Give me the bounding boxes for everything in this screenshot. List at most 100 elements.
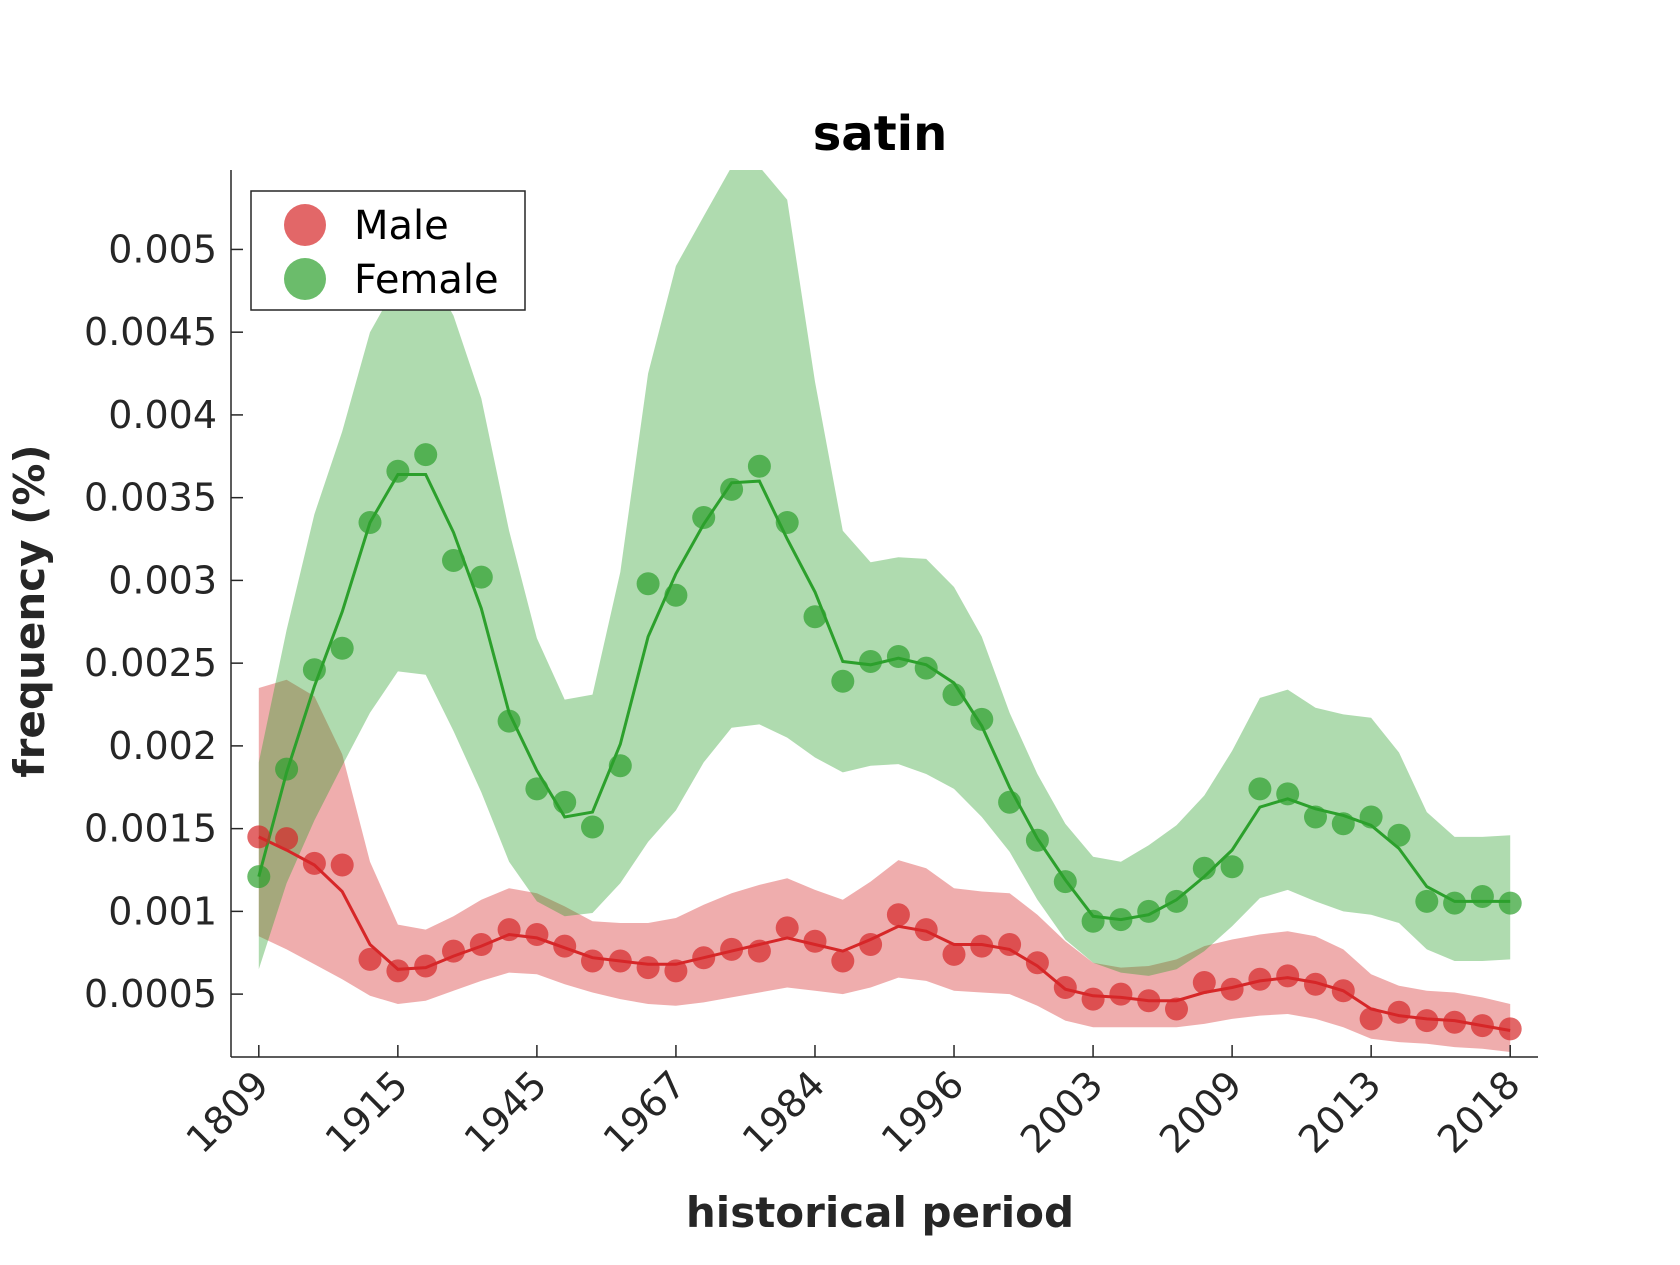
female-data-point [1192,856,1216,880]
female-data-point [803,605,827,629]
x-tick-label: 2018 [1429,1062,1529,1162]
male-data-point [1443,1010,1467,1034]
male-data-point [1165,997,1188,1021]
male-data-point [358,947,382,971]
male-data-point [1276,964,1300,988]
male-data-point [803,929,827,953]
y-tick-label: 0.004 [108,393,217,437]
male-data-point [1304,972,1327,996]
female-data-point [1331,812,1355,836]
female-data-point [1081,909,1105,933]
female-data-point [442,549,465,572]
female-data-point [1498,891,1522,915]
y-tick-label: 0.005 [108,227,217,271]
female-data-point [692,506,716,529]
male-data-point [636,956,660,980]
male-data-point [1025,951,1049,975]
x-tick-label: 1945 [456,1062,556,1162]
male-data-point [581,949,604,973]
male-data-point [942,942,966,966]
female-data-point [1470,885,1494,908]
female-data-point [1276,782,1300,806]
female-data-point [859,650,883,673]
x-tick-label: 1996 [873,1062,973,1162]
male-data-point [608,949,632,973]
female-data-point [525,777,549,801]
y-axis-label: frequency (%) [5,444,54,777]
female-data-point [831,669,855,693]
female-data-point [1109,908,1133,932]
y-tick-label: 0.001 [108,889,217,933]
female-data-point [386,459,410,483]
male-data-point [275,827,299,851]
x-tick-label: 1809 [178,1062,278,1162]
y-ticks: 0.0005 0.001 0.0015 0.002 0.0025 0.003 0.0035 0… [84,227,243,1016]
female-data-point [275,757,299,781]
female-data-point [1248,777,1272,801]
female-data-point [914,656,938,680]
male-data-point [1470,1014,1494,1038]
male-data-point [1053,976,1077,999]
x-axis-label: historical period [686,1188,1074,1237]
male-data-point [1192,971,1216,994]
male-data-point [720,937,744,961]
female-trend-line [257,473,1511,922]
male-data-point [692,946,716,970]
female-data-point [998,790,1022,814]
male-data-point [1498,1017,1522,1041]
legend-female-marker [284,258,326,300]
male-data-point [247,825,271,849]
female-data-point [970,707,994,731]
male-data-point [998,933,1022,956]
male-data-point [970,934,994,958]
confidence-bands [258,170,1511,1052]
male-data-point [302,851,326,875]
male-data-point [1359,1007,1383,1031]
x-tick-label: 1984 [734,1062,834,1162]
male-data-point [914,918,938,942]
female-data-point [414,443,438,467]
male-data-point [831,949,855,973]
female-data-point [1165,889,1188,913]
male-confidence-band [258,679,1511,1052]
female-data-point [1415,889,1439,913]
x-ticks: 1809 1915 1945 1967 1984 1996 2003 2009 2013 2018 [178,1045,1529,1162]
female-data-point [469,565,493,589]
male-trend-line [258,835,1511,1032]
female-confidence-band [258,170,1511,976]
male-data-point [525,923,549,946]
male-data-point [664,959,688,983]
male-data-point [859,933,883,956]
male-data-point [1248,967,1272,991]
male-data-point [1331,979,1355,1003]
male-data-point [1220,977,1244,1001]
y-tick-label: 0.0005 [84,972,217,1016]
female-data-point [720,477,744,501]
male-data-point [886,903,910,927]
x-tick-label: 1915 [317,1062,417,1162]
x-tick-label: 2013 [1290,1062,1390,1162]
female-data-point [1025,828,1049,852]
male-data-point [442,939,465,963]
female-data-point [636,572,660,596]
female-data-point [247,865,271,889]
x-tick-label: 1967 [595,1062,695,1162]
male-data-point [553,934,577,958]
female-data-point [581,815,604,839]
series-points [247,443,1522,1041]
male-data-point [1081,987,1105,1011]
chart-title: satin [813,106,948,162]
male-data-point [1109,982,1133,1006]
legend-male-marker [284,204,326,246]
female-data-point [664,583,688,607]
y-tick-label: 0.003 [108,558,217,602]
male-data-point [414,954,438,978]
male-data-point [1137,989,1161,1013]
male-data-point [330,853,354,877]
female-data-point [1443,891,1467,915]
female-data-point [330,636,354,660]
y-tick-label: 0.0045 [84,310,217,354]
y-tick-label: 0.0025 [84,641,217,685]
